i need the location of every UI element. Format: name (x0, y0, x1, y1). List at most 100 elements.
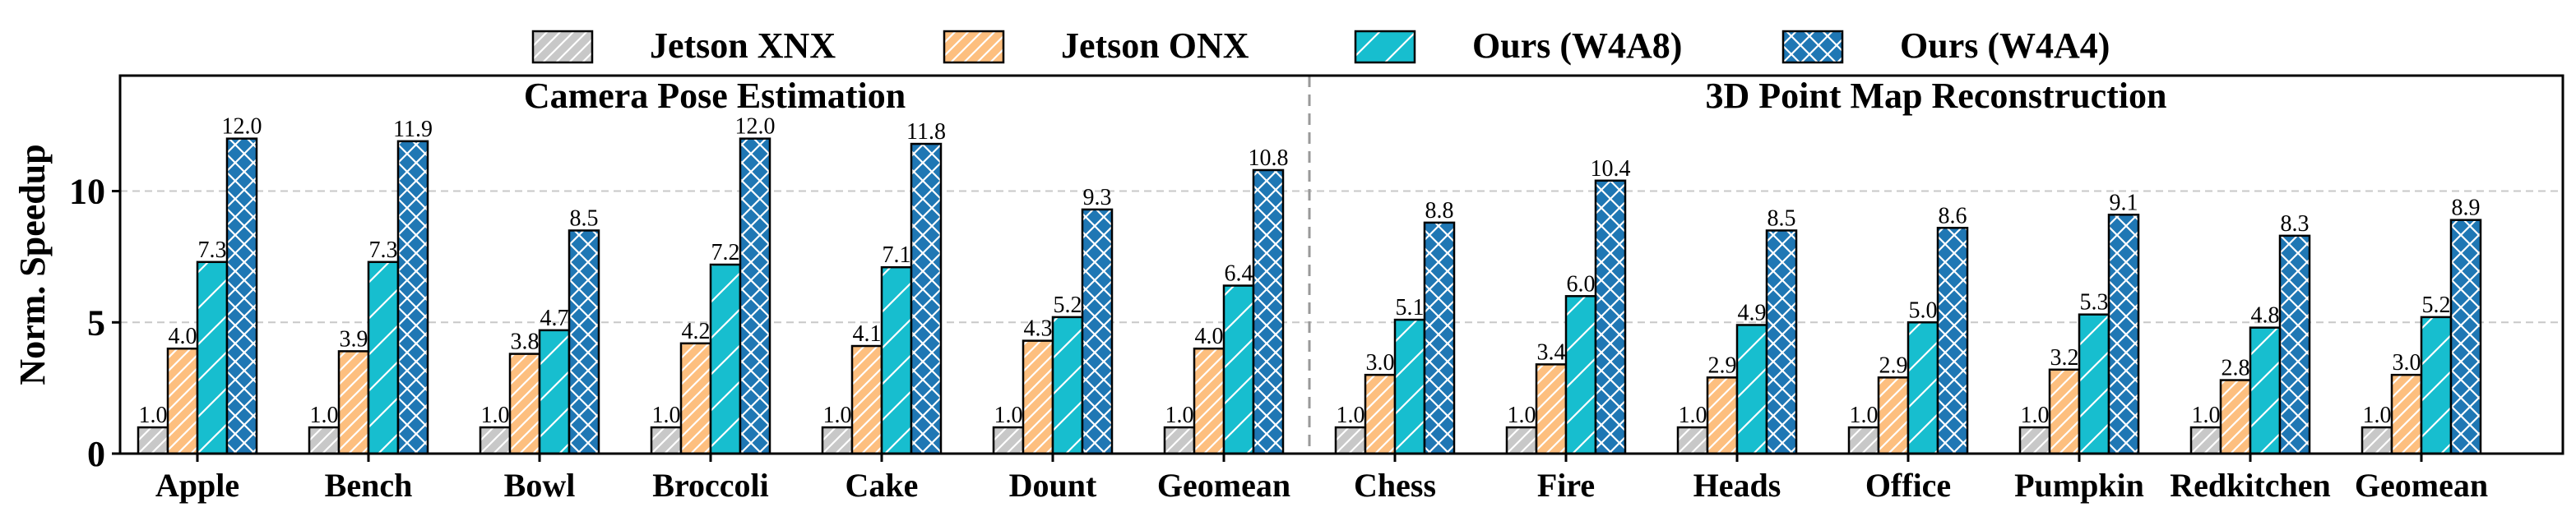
bar-value-label: 6.0 (1567, 271, 1596, 297)
bar-value-label: 6.4 (1225, 261, 1253, 287)
bar-hatch (1364, 373, 1397, 455)
bar-hatch (1907, 321, 1939, 455)
bar-hatch (2361, 426, 2393, 455)
legend-label: Jetson XNX (650, 25, 836, 66)
bar-hatch (1193, 347, 1225, 455)
bar-hatch (2390, 373, 2423, 455)
bar-value-label: 10.4 (1591, 156, 1631, 182)
bar-hatch (1594, 179, 1627, 455)
bar-value-label: 3.2 (2050, 345, 2079, 371)
bar-value-label: 3.4 (1537, 339, 1566, 365)
x-tick-label: Apple (155, 467, 239, 504)
bar-value-label: 1.0 (1337, 403, 1365, 428)
bar-value-label: 7.3 (369, 237, 398, 263)
bar-hatch (2278, 234, 2311, 455)
bar-value-label: 11.9 (393, 117, 433, 142)
bar-value-label: 4.7 (540, 306, 569, 331)
x-tick-label: Dount (1009, 467, 1097, 504)
bar-value-label: 5.2 (1054, 293, 1082, 318)
bar-value-label: 3.0 (1366, 350, 1395, 376)
y-tick-label: 5 (87, 302, 105, 343)
bar-hatch (2449, 219, 2482, 455)
bar-hatch (337, 350, 370, 455)
gridlines (120, 190, 2563, 324)
bar-value-label: 4.3 (1024, 316, 1053, 342)
bar-value-label: 8.8 (1425, 198, 1454, 224)
bar-value-label: 1.0 (2363, 403, 2392, 428)
bar-hatch (1936, 227, 1969, 455)
bar-value-label: 7.3 (198, 237, 227, 263)
bar-value-label: 1.0 (310, 403, 339, 428)
bar-hatch (1877, 376, 1910, 455)
bar-hatch (225, 137, 258, 455)
bar-hatch (2420, 316, 2453, 455)
bar-value-label: 2.9 (1879, 353, 1908, 378)
x-tick-label: Chess (1354, 467, 1436, 504)
legend-swatch-hatch (1781, 30, 1844, 64)
bar-hatch (308, 426, 341, 455)
x-tick-label: Geomean (1157, 467, 1290, 504)
y-axis-label: Norm. Speedup (12, 144, 53, 385)
bar-value-label: 4.9 (1738, 300, 1767, 325)
bar-value-label: 1.0 (481, 403, 510, 428)
group-titles: Camera Pose Estimation 3D Point Map Recon… (524, 76, 2167, 116)
y-tick-label: 10 (69, 172, 105, 212)
bar-value-label: 1.0 (1165, 403, 1194, 428)
bar-value-label: 10.8 (1249, 145, 1289, 171)
bar-value-label: 9.1 (2110, 190, 2138, 215)
bar-value-label: 7.2 (711, 240, 740, 265)
bar-value-label: 1.0 (1679, 403, 1707, 428)
x-tick-label: Fire (1537, 467, 1595, 504)
bar-hatch (1847, 426, 1880, 455)
bar-value-label: 9.3 (1083, 185, 1112, 210)
x-tick-label: Cake (846, 467, 919, 504)
bar-hatch (137, 426, 169, 455)
bar-value-label: 5.0 (1909, 297, 1938, 323)
bar-value-label: 3.8 (511, 330, 540, 355)
bar-hatch (709, 263, 742, 455)
bar-hatch (1334, 426, 1367, 455)
bar-value-label: 11.8 (906, 119, 946, 145)
legend-swatch-hatch (943, 30, 1005, 64)
bar-hatch (1505, 426, 1538, 455)
bar-hatch (679, 342, 712, 455)
legend-label: Ours (W4A8) (1472, 25, 1682, 66)
x-tick-label: Redkitchen (2170, 467, 2331, 504)
bar-hatch (479, 426, 512, 455)
bar-hatch (2048, 368, 2081, 455)
x-tick-label: Pumpkin (2014, 467, 2144, 504)
bar-hatch (850, 344, 883, 455)
bar-value-label: 3.0 (2393, 350, 2421, 376)
bar-value-label: 8.5 (570, 205, 599, 231)
bar-hatch (2018, 426, 2051, 455)
bar-hatch (880, 265, 913, 455)
bar-hatch (2078, 313, 2110, 455)
bar-hatch (196, 260, 229, 455)
bar-value-label: 4.0 (169, 324, 197, 349)
bar-hatch (1081, 208, 1114, 455)
bar-hatch (1535, 363, 1568, 455)
bar-value-label: 12.0 (222, 114, 262, 140)
bar-value-label: 4.2 (682, 319, 711, 344)
legend-label: Ours (W4A4) (1900, 25, 2110, 66)
bar-hatch (1765, 229, 1798, 455)
bar-value-label: 8.6 (1939, 203, 1967, 228)
x-tick-label: Geomean (2355, 467, 2488, 504)
bar-hatch (2189, 426, 2222, 455)
bar-value-label: 1.0 (2192, 403, 2221, 428)
legend-swatch-hatch (531, 30, 594, 64)
bar-value-labels: 1.0 4.0 7.3 12.0 1.0 3.9 7.3 11.9 1.0 3.84.7 8.5 1.… (139, 114, 2481, 428)
bar-value-label: 2.8 (2222, 356, 2250, 381)
bar-hatch (1735, 324, 1768, 455)
bar-hatch (1393, 318, 1426, 455)
legend-label: Jetson ONX (1061, 25, 1249, 66)
bar-hatch (538, 329, 571, 455)
bar-value-label: 12.0 (735, 114, 776, 140)
bar-hatch (1022, 339, 1054, 455)
bar-value-label: 1.0 (994, 403, 1023, 428)
bar-value-label: 1.0 (139, 403, 168, 428)
bar-hatch (1252, 168, 1285, 455)
bars (137, 137, 2482, 455)
x-tick-label: Bench (325, 467, 413, 504)
bar-value-label: 8.9 (2452, 196, 2481, 221)
